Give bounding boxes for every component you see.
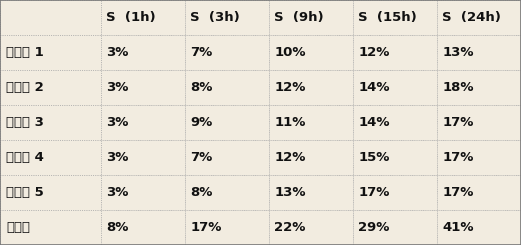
Text: 13%: 13%: [442, 46, 474, 59]
Bar: [185, 70, 269, 105]
Bar: [437, 70, 521, 105]
Bar: [269, 70, 353, 105]
Bar: [353, 35, 437, 70]
Bar: [0, 175, 101, 210]
Text: 实施例 5: 实施例 5: [6, 186, 44, 199]
Text: 17%: 17%: [442, 151, 474, 164]
Bar: [101, 105, 185, 140]
Text: 实施例 2: 实施例 2: [6, 81, 44, 94]
Bar: [437, 140, 521, 175]
Bar: [437, 210, 521, 245]
Text: 实施例 4: 实施例 4: [6, 151, 44, 164]
Text: 3%: 3%: [106, 116, 129, 129]
Bar: [269, 35, 353, 70]
Text: 22%: 22%: [274, 221, 306, 234]
Text: 8%: 8%: [190, 186, 213, 199]
Text: 18%: 18%: [442, 81, 474, 94]
Bar: [269, 0, 353, 35]
Text: 14%: 14%: [358, 116, 390, 129]
Text: 8%: 8%: [106, 221, 129, 234]
Bar: [353, 105, 437, 140]
Text: S  (9h): S (9h): [274, 11, 324, 24]
Bar: [101, 35, 185, 70]
Text: S  (3h): S (3h): [190, 11, 240, 24]
Text: S  (1h): S (1h): [106, 11, 156, 24]
Bar: [0, 0, 101, 35]
Bar: [185, 105, 269, 140]
Text: 实施例 3: 实施例 3: [6, 116, 44, 129]
Bar: [353, 140, 437, 175]
Bar: [353, 210, 437, 245]
Bar: [185, 35, 269, 70]
Text: 17%: 17%: [442, 186, 474, 199]
Text: 7%: 7%: [190, 46, 213, 59]
Text: 13%: 13%: [274, 186, 306, 199]
Bar: [185, 140, 269, 175]
Bar: [437, 35, 521, 70]
Text: 实施例 1: 实施例 1: [6, 46, 44, 59]
Text: 3%: 3%: [106, 46, 129, 59]
Bar: [185, 210, 269, 245]
Text: 3%: 3%: [106, 81, 129, 94]
Bar: [0, 35, 101, 70]
Text: 29%: 29%: [358, 221, 390, 234]
Text: 对比例: 对比例: [6, 221, 30, 234]
Text: S  (24h): S (24h): [442, 11, 501, 24]
Text: 17%: 17%: [442, 116, 474, 129]
Text: 17%: 17%: [190, 221, 221, 234]
Bar: [0, 140, 101, 175]
Text: 17%: 17%: [358, 186, 390, 199]
Bar: [269, 140, 353, 175]
Text: 3%: 3%: [106, 151, 129, 164]
Text: 12%: 12%: [358, 46, 390, 59]
Bar: [437, 105, 521, 140]
Bar: [101, 70, 185, 105]
Text: S  (15h): S (15h): [358, 11, 417, 24]
Bar: [353, 0, 437, 35]
Bar: [185, 0, 269, 35]
Bar: [0, 210, 101, 245]
Text: 10%: 10%: [274, 46, 306, 59]
Text: 9%: 9%: [190, 116, 213, 129]
Text: 12%: 12%: [274, 81, 306, 94]
Text: 11%: 11%: [274, 116, 306, 129]
Bar: [101, 0, 185, 35]
Bar: [101, 175, 185, 210]
Text: 8%: 8%: [190, 81, 213, 94]
Text: 7%: 7%: [190, 151, 213, 164]
Text: 41%: 41%: [442, 221, 474, 234]
Bar: [353, 70, 437, 105]
Text: 12%: 12%: [274, 151, 306, 164]
Bar: [101, 210, 185, 245]
Bar: [0, 70, 101, 105]
Bar: [437, 0, 521, 35]
Bar: [101, 140, 185, 175]
Text: 14%: 14%: [358, 81, 390, 94]
Bar: [185, 175, 269, 210]
Bar: [353, 175, 437, 210]
Bar: [269, 105, 353, 140]
Bar: [269, 210, 353, 245]
Bar: [437, 175, 521, 210]
Text: 15%: 15%: [358, 151, 390, 164]
Text: 3%: 3%: [106, 186, 129, 199]
Bar: [0, 105, 101, 140]
Bar: [269, 175, 353, 210]
